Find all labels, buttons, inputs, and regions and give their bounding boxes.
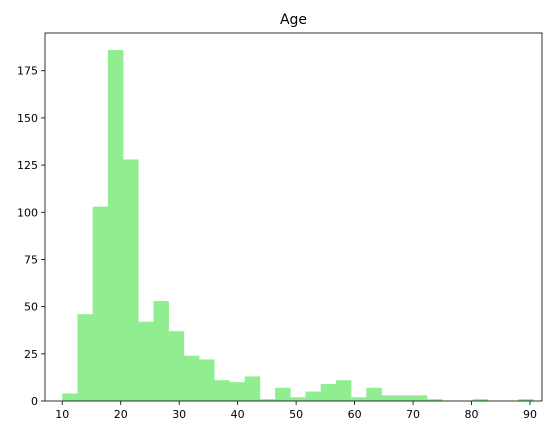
x-tick-label: 40 [231,408,245,421]
x-tick-label: 70 [406,408,420,421]
histogram-bar [518,399,534,401]
histogram-bar [396,395,413,401]
bars-group [62,49,534,401]
histogram-bar [168,331,185,401]
histogram-bar [381,395,397,401]
histogram-bar [77,314,93,401]
histogram-bar [320,384,337,401]
y-tick-label: 175 [17,65,38,78]
y-tick-label: 100 [17,206,38,219]
y-tick-label: 125 [17,159,38,172]
y-axis-ticks: 0 25 50 75 100 125 150 175 [17,65,45,408]
histogram-bar [427,399,443,401]
histogram-bar [290,397,306,401]
histogram-bar [62,393,78,401]
histogram-bar [138,321,154,401]
x-tick-label: 30 [172,408,186,421]
histogram-bar [275,387,291,401]
histogram-bar [123,159,139,401]
y-tick-label: 0 [31,395,38,408]
y-tick-label: 150 [17,112,38,125]
x-tick-label: 90 [523,408,537,421]
histogram-bar [305,391,321,401]
histogram-bar [153,300,169,401]
x-tick-label: 10 [55,408,69,421]
histogram-bar [351,397,367,401]
histogram-bar [199,359,215,401]
y-tick-label: 25 [24,348,38,361]
histogram-bar [183,355,200,401]
histogram-bar [107,49,124,401]
plot-area-frame [44,32,543,402]
x-tick-label: 50 [289,408,303,421]
histogram-bar [472,399,489,401]
histogram-bar [366,387,382,401]
x-tick-label: 80 [465,408,479,421]
histogram-bar [244,376,261,401]
histogram-bar [411,395,428,401]
histogram-bar [229,382,245,401]
histogram-bar [214,380,230,401]
x-axis-ticks: 10 20 30 40 50 60 70 80 90 [55,401,537,421]
y-tick-label: 50 [24,301,38,314]
histogram-bar [92,206,109,401]
y-tick-label: 75 [24,253,38,266]
x-tick-label: 20 [114,408,128,421]
histogram-bar [335,380,352,401]
histogram-bar [259,399,276,401]
chart-title: Age [280,12,307,28]
x-tick-label: 60 [348,408,362,421]
